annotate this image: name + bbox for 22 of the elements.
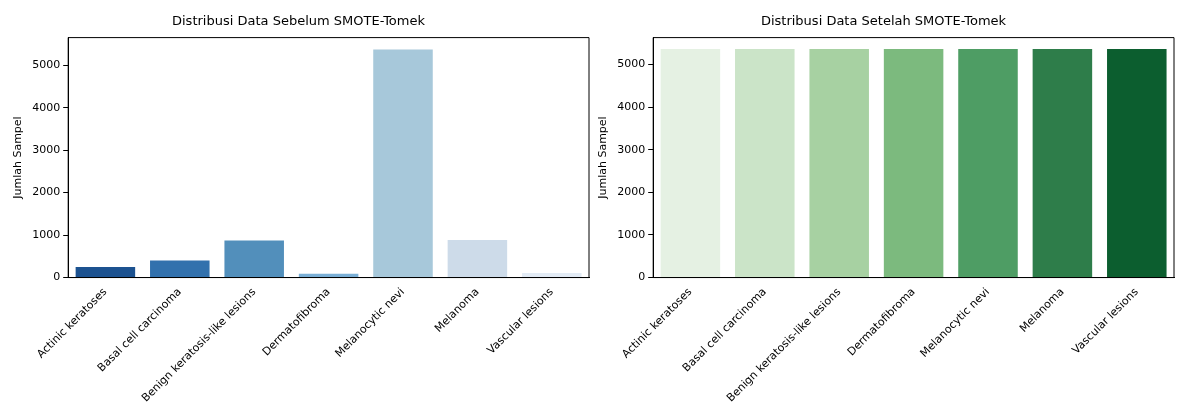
bar [373,49,433,278]
y-tick-label: 0 [638,270,646,284]
y-tick-label: 4000 [617,99,646,113]
bar [447,239,508,278]
bar [522,272,582,278]
y-axis-title: Jumlah Sampel [11,116,25,200]
y-tick-label: 5000 [32,58,61,72]
bar [224,240,284,278]
y-tick-label: 1000 [617,227,646,241]
chart-title: Distribusi Data Sebelum SMOTE-Tomek [171,13,426,29]
y-tick-label: 5000 [617,57,646,71]
bar [75,266,136,278]
y-tick-label: 3000 [617,142,646,156]
bar [150,260,210,278]
y-tick-label: 1000 [32,227,61,241]
y-tick-label: 2000 [32,185,61,199]
chart-title: Distribusi Data Setelah SMOTE-Tomek [760,13,1007,29]
y-tick-label: 4000 [32,100,61,114]
y-tick-label: 2000 [617,185,646,199]
y-tick-label: 0 [53,270,61,284]
y-axis-title: Jumlah Sampel [596,116,610,200]
y-tick-label: 3000 [32,143,61,156]
